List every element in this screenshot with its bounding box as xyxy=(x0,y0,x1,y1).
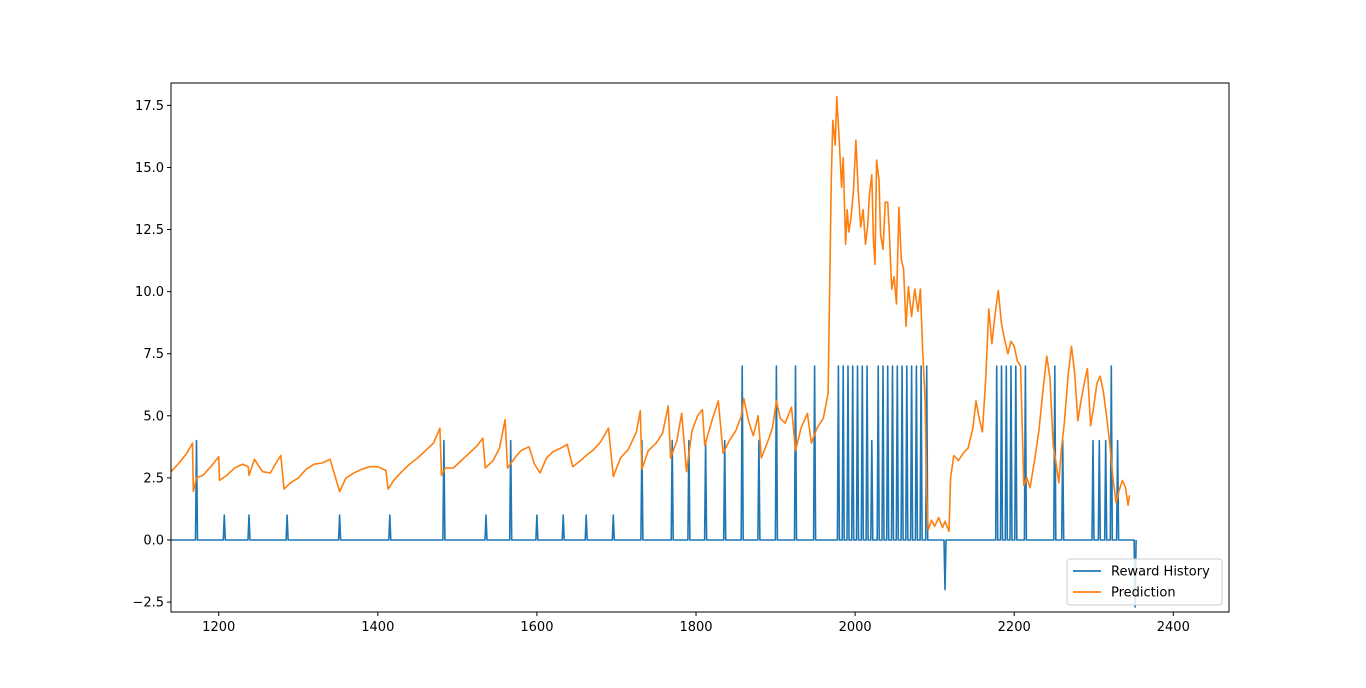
y-tick-label: −2.5 xyxy=(132,596,164,611)
legend-label-reward-history: Reward History xyxy=(1111,565,1210,580)
axes-frame xyxy=(170,82,1230,613)
x-tick-label: 2200 xyxy=(998,620,1031,635)
series-line-prediction xyxy=(171,95,1131,533)
y-tick-label: 5.0 xyxy=(143,409,164,424)
y-tick-label: 2.5 xyxy=(143,471,164,486)
legend-label-prediction: Prediction xyxy=(1111,586,1176,601)
x-tick-label: 1200 xyxy=(202,620,235,635)
x-tick-label: 2400 xyxy=(1157,620,1190,635)
x-axis: 1200 1400 1600 1800 2000 2200 2400 xyxy=(202,612,1190,635)
y-tick-label: 15.0 xyxy=(135,161,164,176)
legend: Reward History Prediction xyxy=(1066,558,1223,606)
y-tick-label: 7.5 xyxy=(143,347,164,362)
series-line-reward-history xyxy=(171,365,1137,608)
legend-box xyxy=(1066,558,1223,606)
x-tick-label: 2000 xyxy=(839,620,872,635)
y-tick-label: 0.0 xyxy=(143,533,164,548)
y-axis: −2.5 0.0 2.5 5.0 7.5 10.0 12.5 15.0 17.5 xyxy=(132,99,171,611)
y-tick-label: 17.5 xyxy=(135,99,164,114)
y-tick-label: 10.0 xyxy=(135,285,164,300)
x-tick-label: 1800 xyxy=(679,620,712,635)
x-tick-label: 1600 xyxy=(520,620,553,635)
y-tick-label: 12.5 xyxy=(135,223,164,238)
plot-area xyxy=(171,95,1137,608)
x-tick-label: 1400 xyxy=(361,620,394,635)
